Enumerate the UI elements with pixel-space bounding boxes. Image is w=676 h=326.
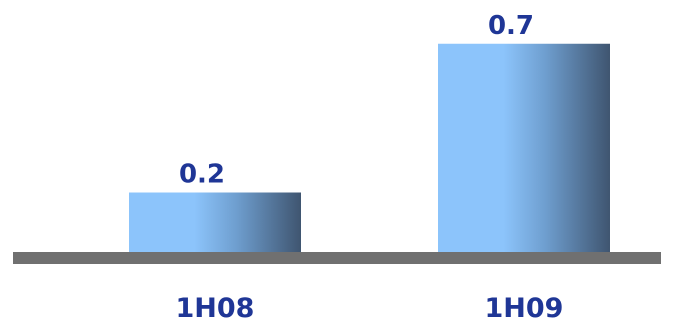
data-label-1h09: 0.7: [488, 11, 534, 41]
bar-1h08: [129, 192, 301, 252]
bars-layer: [129, 43, 610, 252]
data-label-1h08: 0.2: [179, 160, 225, 190]
labels-layer: 0.2 1H08 0.7 1H09: [176, 11, 564, 324]
bar-1h09: [438, 43, 610, 252]
chart-baseline: [13, 252, 661, 264]
category-label-1h09: 1H09: [485, 293, 564, 324]
category-label-1h08: 1H08: [176, 293, 255, 324]
